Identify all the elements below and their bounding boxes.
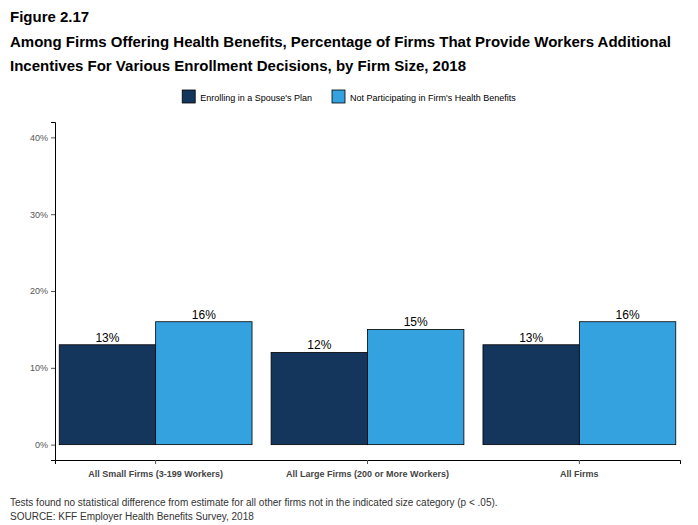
data-label: 16% xyxy=(192,308,216,322)
y-tick-label: 30% xyxy=(30,210,48,220)
bars xyxy=(59,322,676,445)
legend-swatch xyxy=(332,90,345,103)
y-tick-mark xyxy=(51,445,55,446)
legend-item: Enrolling in a Spouse's Plan xyxy=(182,90,312,103)
x-tick: All Firms xyxy=(560,460,599,479)
legend-swatch xyxy=(182,90,195,103)
bar xyxy=(579,322,675,445)
data-labels: 13% 12% 13% 16% 15% 16% xyxy=(95,308,639,353)
legend-label: Not Participating in Firm's Health Benef… xyxy=(350,93,516,103)
annotation: SOURCE: KFF Employer Health Benefits Sur… xyxy=(10,511,254,522)
y-tick: 40% xyxy=(30,133,55,143)
legend-label: Enrolling in a Spouse's Plan xyxy=(200,93,312,103)
x-tick: All Small Firms (3-199 Workers) xyxy=(88,460,223,479)
x-tick-mark xyxy=(155,460,156,464)
x-tick-mark xyxy=(579,460,580,464)
data-label: 15% xyxy=(404,315,428,329)
y-tick-mark xyxy=(51,291,55,292)
y-tick: 30% xyxy=(30,210,55,220)
y-tick-label: 0% xyxy=(35,440,48,450)
y-tick-label: 20% xyxy=(30,286,48,296)
x-tick-mark xyxy=(367,460,368,464)
x-axis: All Small Firms (3-199 Workers) All Large… xyxy=(56,460,681,479)
y-tick: 20% xyxy=(30,286,55,296)
data-label: 13% xyxy=(95,331,119,345)
y-tick-label: 10% xyxy=(30,363,48,373)
y-tick: 0% xyxy=(35,440,55,450)
y-axis-line xyxy=(51,123,56,461)
x-axis-line xyxy=(56,461,681,465)
x-tick-label: All Small Firms (3-199 Workers) xyxy=(88,469,223,479)
data-label: 16% xyxy=(616,308,640,322)
legend-item: Not Participating in Firm's Health Benef… xyxy=(332,90,516,103)
annotation: Tests found no statistical difference fr… xyxy=(10,497,498,508)
y-axis: 0% 10% 20% 30% 40% xyxy=(30,123,56,461)
y-tick-label: 40% xyxy=(30,133,48,143)
bar xyxy=(156,322,252,445)
bar xyxy=(271,352,367,444)
x-tick: All Large Firms (200 or More Workers) xyxy=(286,460,449,479)
chart: Figure 2.17 Among Firms Offering Health B… xyxy=(0,0,698,525)
x-tick-label: All Large Firms (200 or More Workers) xyxy=(286,469,449,479)
bar xyxy=(483,345,579,445)
y-tick-mark xyxy=(51,214,55,215)
y-tick: 10% xyxy=(30,363,55,373)
x-tick-label: All Firms xyxy=(560,469,599,479)
y-tick-mark xyxy=(51,137,55,138)
y-tick-mark xyxy=(51,368,55,369)
bar xyxy=(59,345,155,445)
bar xyxy=(368,329,464,444)
data-label: 13% xyxy=(519,331,543,345)
legend: Enrolling in a Spouse's Plan Not Particip… xyxy=(182,90,516,103)
data-label: 12% xyxy=(307,338,331,352)
title: Among Firms Offering Health Benefits, Pe… xyxy=(10,33,671,74)
figure-label: Figure 2.17 xyxy=(10,8,89,25)
